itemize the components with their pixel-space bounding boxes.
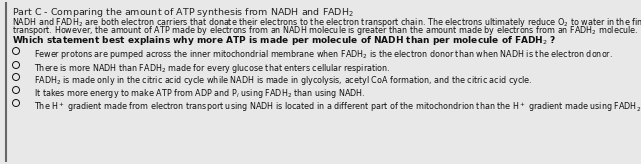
Text: Which statement best explains why more ATP is made per molecule of NADH than per: Which statement best explains why more A… [12,34,556,47]
Text: Fewer protons are pumped across the inner mitochondrial membrane when FADH$_2$ i: Fewer protons are pumped across the inne… [34,48,613,61]
Text: NADH and FADH$_2$ are both electron carriers that donate their electrons to the : NADH and FADH$_2$ are both electron carr… [12,16,641,29]
Text: It takes more energy to make ATP from ADP and P$_i$ using FADH$_2$ than using NA: It takes more energy to make ATP from AD… [34,87,365,100]
Text: FADH$_2$ is made only in the citric acid cycle while NADH is made in glycolysis,: FADH$_2$ is made only in the citric acid… [34,74,533,87]
Text: There is more NADH than FADH$_2$ made for every glucose that enters cellular res: There is more NADH than FADH$_2$ made fo… [34,62,390,75]
Text: transport. However, the amount of ATP made by electrons from an NADH molecule is: transport. However, the amount of ATP ma… [12,24,638,37]
Text: The H$^+$ gradient made from electron transport using NADH is located in a diffe: The H$^+$ gradient made from electron tr… [34,100,641,114]
Text: Part C - Comparing the amount of ATP synthesis from NADH and FADH$_2$: Part C - Comparing the amount of ATP syn… [12,6,354,19]
